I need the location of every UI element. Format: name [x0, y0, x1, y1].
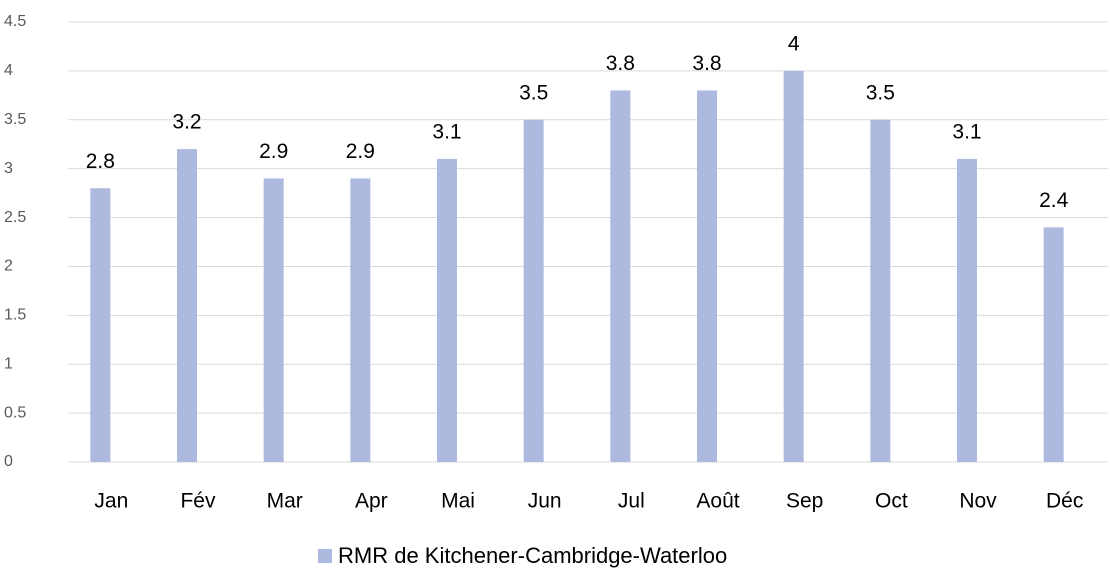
bar	[1043, 227, 1064, 462]
x-tick-label: Jun	[528, 490, 562, 513]
y-tick-label: 3	[4, 160, 13, 177]
data-label: 2.8	[86, 150, 115, 173]
x-tick-label: Fév	[180, 490, 216, 513]
data-label: 2.9	[346, 140, 375, 163]
data-label: 3.5	[519, 81, 548, 104]
data-label: 3.2	[172, 111, 201, 134]
bar	[90, 188, 111, 462]
x-tick-label: Jan	[94, 490, 128, 513]
data-label: 2.9	[259, 140, 288, 163]
data-label: 3.8	[692, 52, 721, 75]
data-label: 2.4	[1039, 189, 1069, 212]
y-tick-label: 1	[4, 355, 13, 372]
x-tick-label: Nov	[959, 490, 997, 513]
x-tick-label: Mar	[267, 490, 303, 513]
y-tick-label: 2	[4, 258, 13, 275]
data-label: 4	[788, 32, 800, 55]
data-label: 3.1	[432, 120, 461, 143]
bar	[697, 90, 717, 462]
x-tick-label: Apr	[355, 490, 388, 513]
legend-label: RMR de Kitchener-Cambridge-Waterloo	[338, 543, 727, 568]
y-tick-label: 4	[4, 62, 13, 79]
legend-swatch	[318, 549, 332, 563]
bar	[177, 149, 197, 462]
y-tick-label: 1.5	[4, 307, 26, 324]
y-tick-label: 3.5	[4, 111, 26, 128]
y-tick-label: 4.5	[4, 13, 26, 30]
bar	[783, 70, 804, 462]
x-tick-label: Déc	[1046, 490, 1083, 513]
bar	[523, 119, 544, 463]
bar	[263, 178, 284, 462]
bar	[350, 178, 371, 462]
data-label: 3.8	[606, 52, 635, 75]
y-tick-label: 0.5	[4, 404, 26, 421]
x-tick-label: Oct	[875, 490, 908, 513]
x-tick-label: Jul	[618, 490, 645, 513]
y-tick-label: 0	[4, 453, 13, 470]
x-tick-label: Mai	[441, 490, 475, 513]
data-label: 3.1	[952, 120, 981, 143]
bar	[957, 158, 977, 462]
data-label: 3.5	[866, 81, 895, 104]
y-tick-label: 2.5	[4, 209, 26, 226]
bar	[870, 119, 891, 463]
x-tick-label: Août	[696, 490, 739, 513]
bar	[610, 90, 631, 462]
bar	[437, 158, 457, 462]
x-tick-label: Sep	[786, 490, 823, 513]
